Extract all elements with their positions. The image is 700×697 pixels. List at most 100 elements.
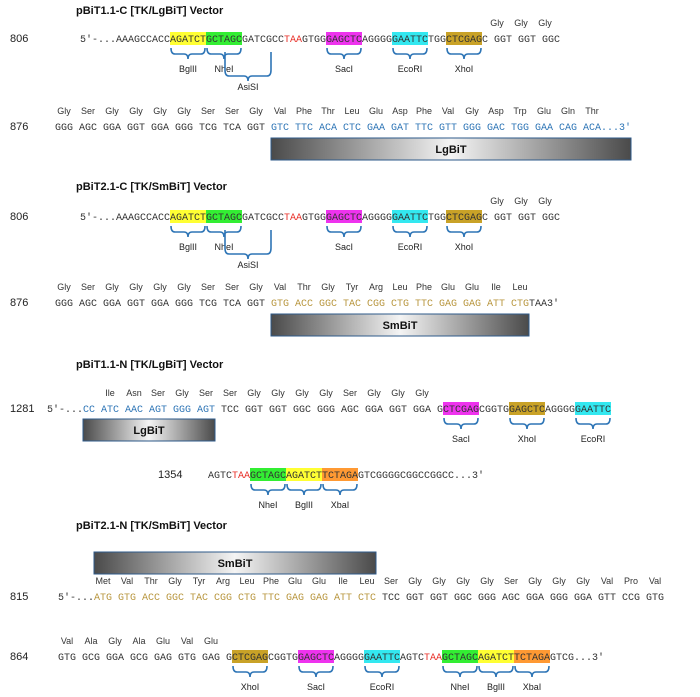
sequence-segment: GTGG	[302, 35, 326, 46]
dna-sequence: GGG AGC GGA GGT GGA GGG TCG TCA GGT GTG …	[55, 298, 559, 310]
amino-acid: Gly	[408, 576, 422, 586]
amino-acid: Phe	[263, 576, 279, 586]
sequence-segment: GTCG...3'	[550, 652, 604, 664]
enzyme-label: XhoI	[455, 64, 474, 74]
sequence-segment: GCTAGC	[206, 213, 242, 224]
sequence-segment: GATCGCC	[242, 213, 284, 224]
amino-acid: Val	[181, 636, 193, 646]
amino-acid: Val	[442, 106, 454, 116]
sequence-segment: TAA3'	[529, 298, 559, 310]
site-brace	[478, 665, 514, 678]
enzyme-label: NheI	[214, 64, 233, 74]
section-title: pBiT2.1-N [TK/SmBiT] Vector	[76, 520, 228, 532]
site-brace	[446, 47, 482, 60]
sequence-segment: GAGCTC	[326, 35, 362, 46]
site-highlight	[322, 468, 358, 481]
amino-acid: Gly	[271, 388, 285, 398]
site-brace	[170, 47, 206, 60]
amino-acid: Gly	[552, 576, 566, 586]
amino-acid: Gly	[514, 18, 528, 28]
sequence-segment: TAA	[424, 653, 442, 664]
sequence-segment: TCTAGA	[514, 653, 550, 664]
line-number: 864	[10, 651, 28, 663]
amino-acid: Asp	[488, 106, 504, 116]
line-number: 815	[10, 591, 28, 603]
site-brace	[206, 225, 242, 238]
enzyme-label: EcoRI	[581, 434, 606, 444]
dna-sequence: GTG GCG GGA GCG GAG GTG GAG GCTCGAGCGGTG…	[58, 652, 604, 664]
amino-acid: Gly	[391, 388, 405, 398]
site-brace	[514, 665, 550, 678]
site-brace	[575, 417, 611, 430]
amino-acid: Gly	[108, 636, 122, 646]
amino-acid: Ser	[151, 388, 165, 398]
amino-acid: Leu	[344, 106, 359, 116]
sequence-segment: GTG GCG GGA GCG GAG GTG GAG G	[58, 653, 232, 664]
amino-acid: Gly	[514, 196, 528, 206]
site-brace	[443, 417, 479, 430]
section-title: pBiT2.1-C [TK/SmBiT] Vector	[76, 181, 228, 193]
sequence-segment: AGTC	[400, 653, 424, 664]
amino-acid: Val	[601, 576, 613, 586]
enzyme-label: SacI	[452, 434, 470, 444]
site-highlight	[170, 210, 206, 223]
amino-acid: Gly	[456, 576, 470, 586]
amino-acid: Glu	[369, 106, 383, 116]
site-brace	[442, 665, 478, 678]
site-highlight	[170, 32, 206, 45]
site-highlight	[286, 468, 322, 481]
site-brace	[170, 225, 206, 238]
site-highlight	[392, 210, 428, 223]
amino-acid: Ile	[491, 282, 501, 292]
amino-acid: Phe	[416, 282, 432, 292]
enzyme-label: XhoI	[518, 434, 537, 444]
dna-sequence: 5'-...ATG GTG ACC GGC TAC CGG CTG TTC GA…	[58, 592, 664, 604]
tag-bar	[82, 418, 216, 442]
site-highlight	[514, 650, 550, 663]
sequence-segment: GAGCTC	[509, 405, 545, 416]
site-highlight	[232, 650, 268, 663]
amino-acid: Leu	[392, 282, 407, 292]
amino-acid: Glu	[465, 282, 479, 292]
sequence-segment: GCTAGC	[250, 471, 286, 482]
site-brace	[446, 225, 482, 238]
sequence-segment: TCTAGA	[322, 471, 358, 482]
amino-acid: Ser	[384, 576, 398, 586]
amino-acid: Gly	[175, 388, 189, 398]
sequence-segment: GAATTC	[575, 405, 611, 416]
site-highlight	[250, 468, 286, 481]
sequence-segment: AGATCT	[286, 471, 322, 482]
amino-acid: Gly	[247, 388, 261, 398]
sequence-row: 806 Gly Gly Gly BglII NheI SacI EcoRI XhoI AsiSI 5…	[10, 18, 560, 92]
enzyme-label: SacI	[335, 64, 353, 74]
sequence-row: 1354 NheI BglII XbaI AGTCTAAGCTAGCAGATCTTCTA…	[158, 468, 484, 510]
site-highlight	[509, 402, 545, 415]
site-highlight	[298, 650, 334, 663]
amino-acid: Gly	[538, 18, 552, 28]
line-number: 876	[10, 121, 28, 133]
sequence-segment: AGGGG	[362, 35, 392, 46]
amino-acid: Gly	[129, 106, 143, 116]
sequence-segment: TGG	[428, 35, 446, 46]
dna-sequence: 5'-...CC ATC AAC AGT GGG AGT TCC GGT GGT…	[47, 404, 611, 416]
enzyme-label: NheI	[450, 682, 469, 692]
amino-acid: Tyr	[346, 282, 359, 292]
tag-bar	[270, 137, 632, 161]
enzyme-label: XbaI	[331, 500, 350, 510]
enzyme-label: EcoRI	[398, 242, 423, 252]
amino-acid: Glu	[312, 576, 326, 586]
site-brace	[232, 665, 268, 678]
amino-acid: Ser	[225, 106, 239, 116]
site-highlight	[326, 210, 362, 223]
enzyme-label: NheI	[258, 500, 277, 510]
amino-acid: Ser	[201, 106, 215, 116]
sequence-segment: CTCGAG	[443, 405, 479, 416]
amino-acid: Gly	[415, 388, 429, 398]
amino-acid: Val	[61, 636, 73, 646]
site-brace	[286, 483, 322, 496]
amino-acid: Gly	[249, 282, 263, 292]
amino-acid: Val	[121, 576, 133, 586]
enzyme-label: BglII	[179, 64, 197, 74]
amino-acid: Gly	[105, 106, 119, 116]
